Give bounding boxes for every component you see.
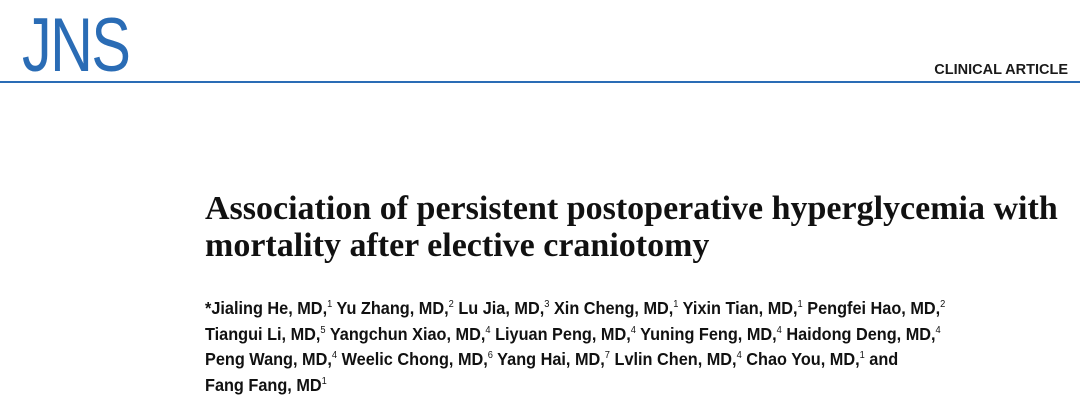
affiliation-marker: 4 — [630, 324, 636, 336]
author-name: Yangchun Xiao, MD, — [329, 323, 486, 344]
affiliation-marker: 2 — [940, 299, 946, 310]
author-name: Fang Fang, MD — [205, 374, 322, 395]
header-rule — [0, 81, 1080, 83]
affiliation-marker: 4 — [485, 324, 491, 336]
author-name: Lvlin Chen, MD, — [614, 349, 737, 369]
author-name: Weelic Chong, MD, — [341, 349, 488, 369]
affiliation-marker: 1 — [673, 299, 679, 310]
author-name: Lu Jia, MD, — [458, 298, 545, 318]
affiliation-marker: 3 — [544, 299, 550, 310]
author-name: Yang Hai, MD, — [497, 349, 605, 369]
affiliation-marker: 1 — [859, 350, 865, 361]
affiliation-marker: 1 — [321, 375, 327, 387]
author-conjunction: and — [864, 349, 899, 369]
affiliation-marker: 7 — [604, 350, 610, 361]
author-name: *Jialing He, MD, — [205, 298, 328, 318]
affiliation-marker: 4 — [736, 350, 742, 361]
title-line-1: Association of persistent postoperative … — [205, 190, 1058, 227]
author-line: Tiangui Li, MD,5 Yangchun Xiao, MD,4 Liy… — [205, 322, 1014, 348]
journal-logo: JNS — [22, 3, 131, 88]
author-name: Peng Wang, MD, — [205, 349, 332, 369]
author-name: Yu Zhang, MD, — [336, 298, 449, 318]
affiliation-marker: 4 — [776, 324, 782, 336]
article-type-label: CLINICAL ARTICLE — [934, 62, 1068, 78]
affiliation-marker: 1 — [797, 299, 803, 310]
author-list: *Jialing He, MD,1 Yu Zhang, MD,2 Lu Jia,… — [205, 296, 1014, 398]
author-line: Peng Wang, MD,4 Weelic Chong, MD,6 Yang … — [205, 347, 1014, 373]
title-line-2: mortality after elective craniotomy — [205, 227, 710, 264]
affiliation-marker: 4 — [935, 324, 941, 336]
affiliation-marker: 6 — [487, 350, 493, 361]
author-line: *Jialing He, MD,1 Yu Zhang, MD,2 Lu Jia,… — [205, 296, 1014, 322]
author-line: Fang Fang, MD1 — [205, 373, 1014, 399]
author-name: Pengfei Hao, MD, — [807, 298, 941, 318]
affiliation-marker: 1 — [327, 299, 333, 310]
affiliation-marker: 4 — [331, 350, 338, 361]
author-name: Tiangui Li, MD, — [205, 323, 321, 344]
article-title: Association of persistent postoperative … — [205, 190, 1075, 264]
affiliation-marker: 2 — [448, 299, 454, 310]
affiliation-marker: 5 — [320, 324, 326, 336]
author-name: Yixin Tian, MD, — [682, 298, 798, 318]
author-name: Yuning Feng, MD, — [640, 323, 777, 344]
author-name: Liyuan Peng, MD, — [495, 323, 631, 344]
author-name: Xin Cheng, MD, — [553, 298, 674, 318]
author-name: Haidong Deng, MD, — [786, 323, 936, 344]
author-name: Chao You, MD, — [746, 349, 860, 369]
